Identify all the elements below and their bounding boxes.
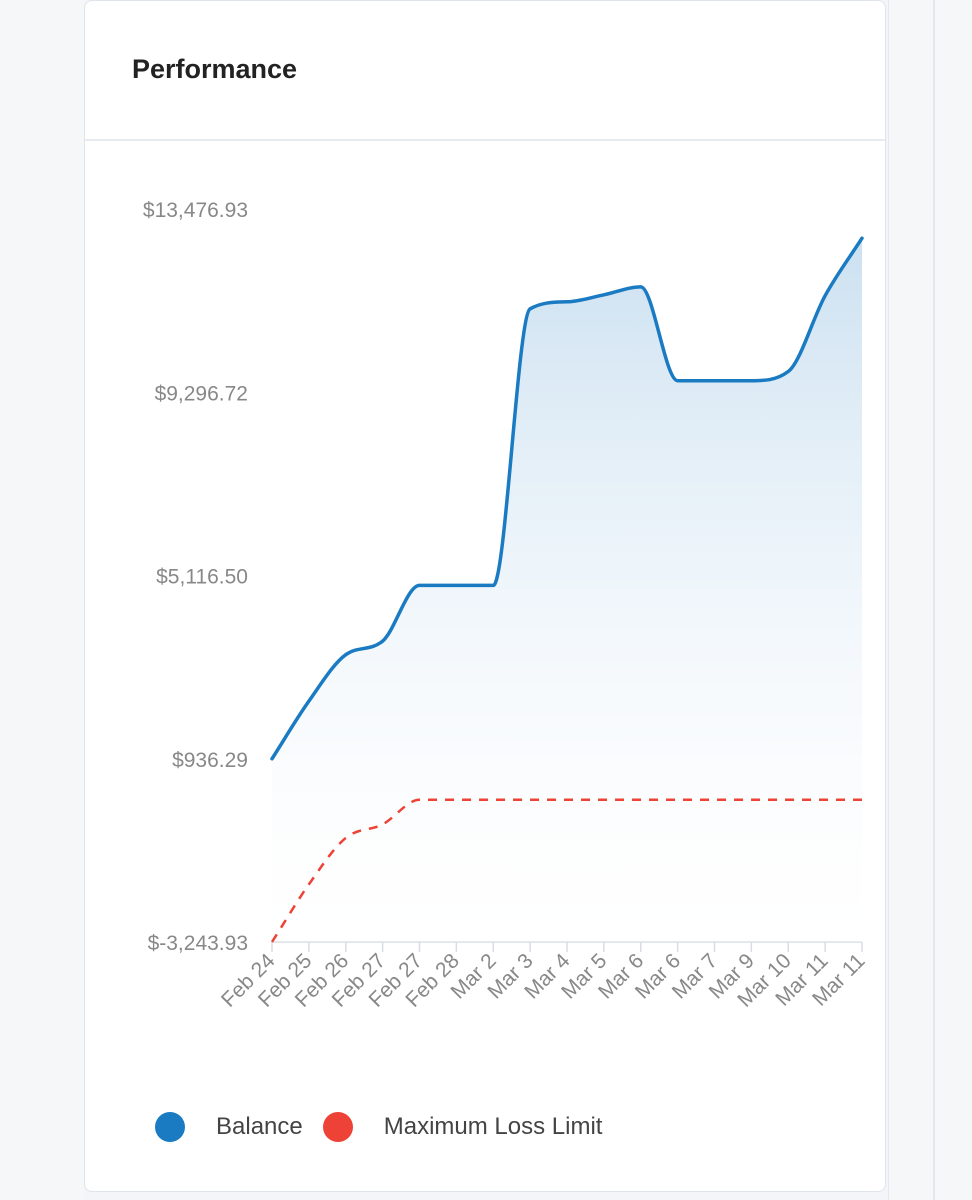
page-background-right xyxy=(888,0,972,1200)
y-tick-label: $-3,243.93 xyxy=(148,932,248,955)
chart-legend: Balance Maximum Loss Limit xyxy=(155,1112,602,1142)
legend-dot-max-loss-limit xyxy=(322,1112,353,1142)
balance-line xyxy=(270,236,864,761)
y-tick-label: $9,296.72 xyxy=(155,382,248,405)
legend-dot-balance xyxy=(155,1112,185,1142)
legend-item-max-loss-limit[interactable]: Maximum Loss Limit xyxy=(322,1112,603,1142)
card-header: Performance xyxy=(85,1,885,141)
balance-area xyxy=(272,238,862,942)
page-background-left xyxy=(0,0,84,1200)
y-axis-tick-labels: $13,476.93 $9,296.72 $5,116.50 $936.29 $-3,2… xyxy=(143,199,248,955)
y-tick-label: $5,116.50 xyxy=(156,566,248,589)
y-tick-label: $936.29 xyxy=(172,749,248,772)
y-tick-label: $13,476.93 xyxy=(143,199,248,222)
series-layer xyxy=(270,236,864,943)
legend-label-max-loss-limit: Maximum Loss Limit xyxy=(383,1113,603,1140)
legend-label-balance: Balance xyxy=(216,1113,303,1140)
card-title: Performance xyxy=(132,53,298,84)
legend-item-balance[interactable]: Balance xyxy=(155,1112,303,1142)
maximum-loss-limit-line xyxy=(270,798,862,943)
